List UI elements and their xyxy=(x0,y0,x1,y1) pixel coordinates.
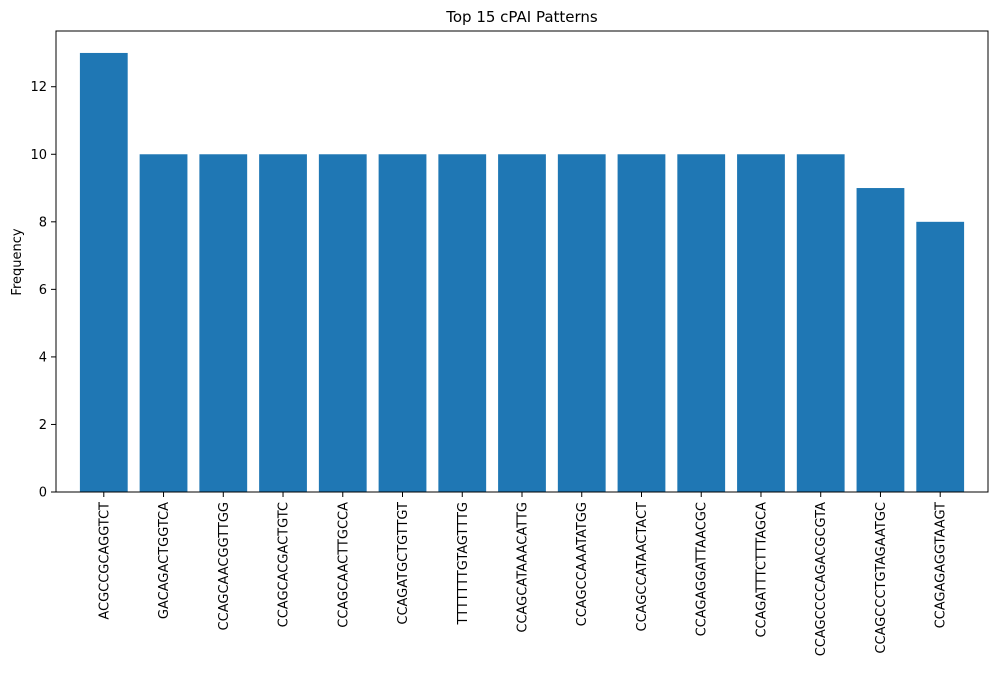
bar-CCAGAGAGGTAAGT xyxy=(916,221,965,492)
x-tick-label: CCAGCCCTGTAGAATGC xyxy=(874,502,889,654)
bar-CCAGCCAAATATGG xyxy=(557,154,606,492)
bar-CCAGCCATAACTACT xyxy=(617,154,666,492)
chart-title: Top 15 cPAI Patterns xyxy=(445,8,598,26)
x-tick-label: CCAGCAACTTGCCA xyxy=(336,502,351,628)
bar-GACAGACTGGTCA xyxy=(139,154,188,492)
y-tick-label: 12 xyxy=(30,80,47,95)
bar-CCAGCAACTTGCCA xyxy=(318,154,367,492)
bar-CCAGCACGACTGTC xyxy=(259,154,307,492)
bar-CCAGCATAAACATTG xyxy=(498,154,546,492)
x-tick-label: GACAGACTGGTCA xyxy=(157,502,172,619)
x-tick-label: CCAGATGCTGTTGT xyxy=(396,502,411,625)
y-tick-label: 0 xyxy=(39,486,47,501)
x-tick-label: ACGCCGCAGGTCT xyxy=(97,502,112,620)
bar-ACGCCGCAGGTCT xyxy=(79,52,128,492)
bar-CCAGCAACGGTTGG xyxy=(199,154,248,492)
bar-CCAGATGCTGTTGT xyxy=(378,154,427,492)
bar-TTTTTTTGTAGTTTG xyxy=(438,154,487,492)
y-tick-label: 6 xyxy=(39,283,47,298)
x-tick-label: CCAGCATAAACATTG xyxy=(516,502,531,633)
x-tick-label: CCAGCCCCAGACGCGTA xyxy=(814,502,829,656)
x-tick-label: CCAGAGAGGTAAGT xyxy=(934,502,949,628)
bars-group xyxy=(79,52,965,493)
x-tick-label: CCAGCACGACTGTC xyxy=(277,502,292,627)
bar-CCAGCCCTGTAGAATGC xyxy=(856,188,905,493)
x-tick-label: CCAGATTTCTTTAGCA xyxy=(754,502,769,638)
y-tick-label: 8 xyxy=(39,215,47,230)
y-axis-ticks: 0 2 4 6 8 10 12 xyxy=(30,80,56,501)
bar-CCAGCCCCAGACGCGTA xyxy=(796,154,845,492)
x-tick-label: CCAGCAACGGTTGG xyxy=(217,502,232,630)
y-tick-label: 2 xyxy=(39,418,47,433)
y-axis-label: Frequency xyxy=(10,228,25,295)
plot-area-frame xyxy=(55,30,989,493)
x-tick-label: CCAGAGGATTAACGC xyxy=(695,502,710,636)
y-tick-label: 10 xyxy=(30,148,47,163)
bar-CCAGAGGATTAACGC xyxy=(677,154,726,492)
x-tick-label: CCAGCCAAATATGG xyxy=(575,502,590,626)
bar-CCAGATTTCTTTAGCA xyxy=(737,154,785,492)
x-axis-ticks: ACGCCGCAGGTCT GACAGACTGGTCA CCAGCAACGGTTGG… xyxy=(97,492,949,656)
x-tick-label: TTTTTTTGTAGTTTG xyxy=(456,502,471,625)
y-tick-label: 4 xyxy=(39,350,47,365)
x-tick-label: CCAGCCATAACTACT xyxy=(635,502,650,632)
